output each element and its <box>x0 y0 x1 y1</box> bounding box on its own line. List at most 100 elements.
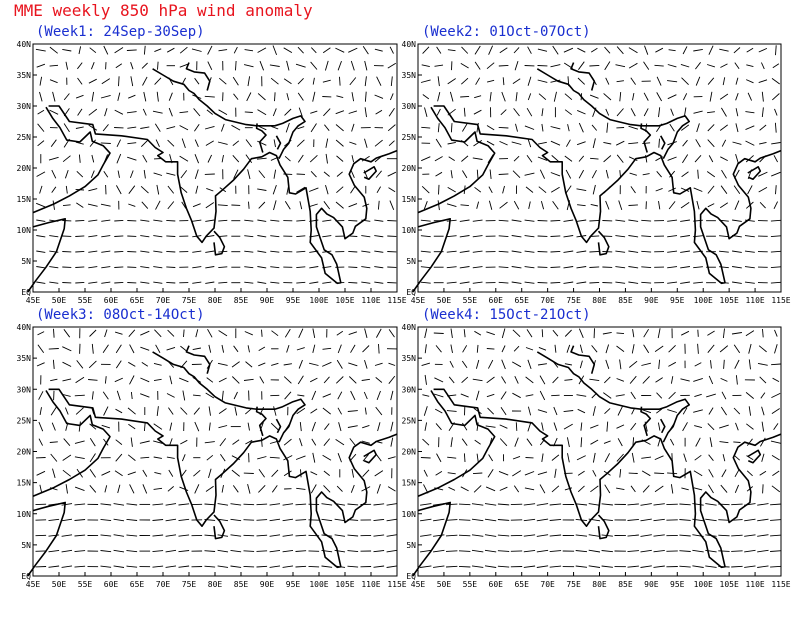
wind-vector <box>115 360 122 369</box>
wind-vector <box>115 453 123 462</box>
wind-vector <box>680 187 690 192</box>
wind-vector <box>350 390 356 401</box>
wind-vector <box>269 64 280 67</box>
wind-vector <box>773 155 778 163</box>
wind-vector <box>488 186 493 194</box>
lat-tick-label: 30N <box>17 385 32 394</box>
wind-vector <box>299 438 303 447</box>
wind-vector <box>682 93 688 101</box>
wind-vector <box>538 93 547 101</box>
wind-vector <box>450 170 453 179</box>
wind-vector <box>104 376 107 384</box>
wind-vector <box>221 390 224 401</box>
wind-vector <box>640 503 652 506</box>
wind-vector <box>497 550 510 552</box>
wind-vector <box>205 266 215 269</box>
wind-vector <box>53 328 55 338</box>
wind-vector <box>707 203 715 208</box>
wind-vector <box>628 204 638 206</box>
wind-vector <box>323 438 331 446</box>
wind-vector <box>563 423 573 430</box>
wind-vector <box>103 406 109 416</box>
wind-vector <box>180 345 188 352</box>
wind-vector <box>258 170 266 179</box>
wind-vector <box>524 125 535 130</box>
wind-vector <box>310 170 317 178</box>
wind-vector <box>592 452 596 463</box>
coastlines <box>27 62 398 293</box>
wind-vector <box>770 266 781 269</box>
wind-vector <box>448 156 455 161</box>
wind-vector <box>735 422 739 431</box>
wind-vector <box>420 266 431 269</box>
lon-tick-label: 70E <box>540 580 555 589</box>
lon-tick-label: 45E <box>26 296 41 305</box>
wind-vector <box>471 518 484 522</box>
wind-vector <box>75 94 84 99</box>
wind-vector <box>719 235 729 238</box>
wind-vector <box>775 185 777 195</box>
wind-vector <box>38 438 43 446</box>
wind-vector <box>731 565 743 568</box>
wind-vector <box>153 378 162 382</box>
wind-vector <box>537 79 548 83</box>
wind-vector <box>434 64 444 67</box>
wind-vector <box>181 454 186 462</box>
wind-vector <box>707 77 715 85</box>
wind-vector <box>91 391 94 400</box>
wind-vectors <box>35 328 398 568</box>
wind-vector <box>420 534 432 537</box>
wind-vector <box>448 376 455 384</box>
wind-vector <box>578 122 584 133</box>
wind-vector <box>488 200 493 210</box>
wind-vector <box>524 266 535 269</box>
wind-vector <box>152 519 164 521</box>
wind-vector <box>62 361 72 367</box>
wind-vector <box>590 424 599 429</box>
wind-vector <box>523 534 536 537</box>
wind-vector <box>194 123 200 132</box>
wind-vector <box>460 393 469 398</box>
wind-vector <box>312 77 315 85</box>
wind-vector <box>588 565 601 568</box>
lat-tick-label: 20N <box>402 164 417 173</box>
wind-vector <box>497 534 510 537</box>
wind-vector <box>74 565 86 568</box>
wind-vector <box>758 171 768 177</box>
wind-vector <box>338 422 342 432</box>
wind-vector <box>524 219 535 222</box>
wind-vector <box>628 142 639 145</box>
wind-vector <box>387 124 396 132</box>
wind-vector <box>733 441 741 443</box>
wind-vector <box>389 200 395 210</box>
coastline <box>417 106 496 214</box>
wind-vector <box>437 123 440 133</box>
coastline <box>32 390 111 498</box>
wind-vector <box>219 77 227 85</box>
wind-vector <box>515 123 518 132</box>
wind-vector <box>273 169 277 179</box>
wind-vector <box>539 390 546 401</box>
figure-title: MME weekly 850 hPa wind anomaly <box>14 1 313 20</box>
wind-vector <box>128 361 136 367</box>
wind-vector <box>295 550 307 552</box>
wind-vector <box>297 394 305 397</box>
wind-vector <box>630 422 637 431</box>
wind-vector <box>374 219 384 222</box>
wind-vector <box>631 452 635 463</box>
wind-vector <box>628 219 639 222</box>
wind-vector <box>578 61 585 70</box>
wind-vector <box>524 487 535 491</box>
wind-vector <box>180 407 188 415</box>
wind-vector <box>511 141 522 145</box>
wind-vector <box>435 423 442 431</box>
wind-vector <box>669 170 676 178</box>
wind-vector <box>757 362 768 366</box>
lat-tick-label: 20N <box>17 448 32 457</box>
wind-vector <box>693 487 703 491</box>
wind-vector <box>74 550 86 553</box>
wind-vector <box>721 139 727 147</box>
wind-vector <box>498 250 509 253</box>
wind-vector <box>447 141 456 145</box>
lon-tick-label: 110E <box>745 580 764 589</box>
